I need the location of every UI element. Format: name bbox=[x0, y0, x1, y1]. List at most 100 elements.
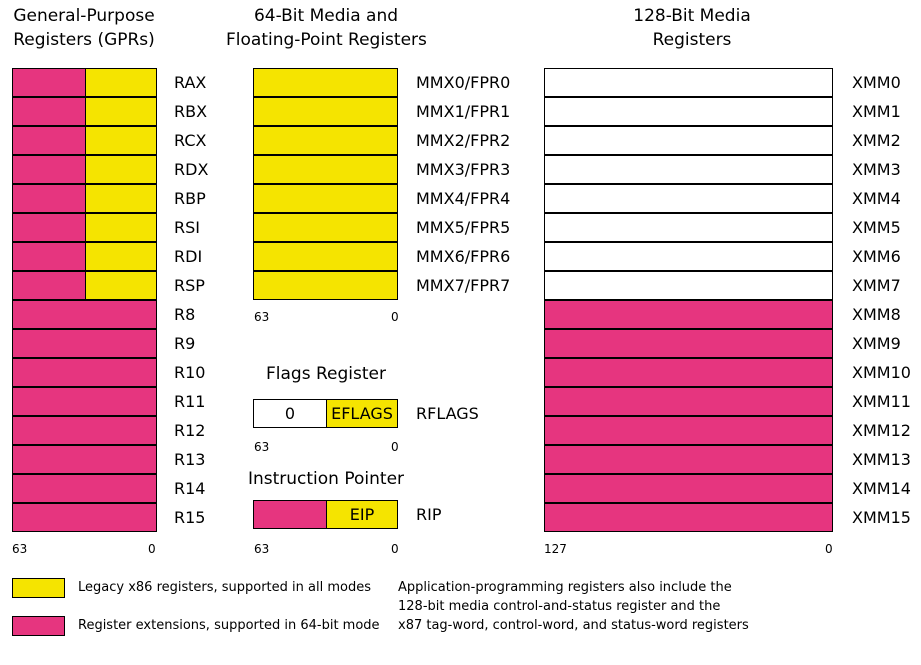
gpr-bit-low: 0 bbox=[148, 542, 156, 556]
xmm-bit-low: 0 bbox=[825, 542, 833, 556]
eip-lower-half: EIP bbox=[326, 501, 397, 528]
mmx-bit-high: 63 bbox=[254, 310, 270, 324]
rflags-register: 0 EFLAGS bbox=[253, 399, 398, 428]
xmm-row-1-upper bbox=[545, 98, 832, 125]
mmx-row-4 bbox=[253, 184, 398, 213]
xmm-row-14-upper bbox=[545, 475, 832, 502]
gpr-row-rbp-upper bbox=[13, 185, 85, 212]
gpr-row-r14 bbox=[12, 474, 157, 503]
gpr-row-rsi-lower bbox=[85, 214, 156, 241]
xmm-row-10 bbox=[544, 358, 833, 387]
legend-extension-text: Register extensions, supported in 64-bit… bbox=[78, 618, 380, 633]
xmm-label-12: XMM12 bbox=[852, 421, 911, 440]
rflags-upper-half: 0 bbox=[254, 400, 326, 427]
mmx-label-3: MMX3/FPR3 bbox=[416, 160, 511, 179]
gpr-label-r10: R10 bbox=[174, 363, 206, 382]
xmm-row-9-upper bbox=[545, 330, 832, 357]
gpr-label-rbx: RBX bbox=[174, 102, 208, 121]
mmx-bit-low: 0 bbox=[391, 310, 399, 324]
xmm-label-0: XMM0 bbox=[852, 73, 901, 92]
gpr-row-r9-upper bbox=[13, 330, 156, 357]
mmx-label-2: MMX2/FPR2 bbox=[416, 131, 511, 150]
mmx-row-1-upper bbox=[254, 98, 397, 125]
gpr-row-r14-upper bbox=[13, 475, 156, 502]
gpr-row-rcx-lower bbox=[85, 127, 156, 154]
gpr-row-rax-lower bbox=[85, 69, 156, 96]
ip-title: Instruction Pointer bbox=[247, 469, 405, 489]
gpr-label-rcx: RCX bbox=[174, 131, 207, 150]
gpr-label-rsi: RSI bbox=[174, 218, 200, 237]
gpr-label-r9: R9 bbox=[174, 334, 196, 353]
mmx-label-4: MMX4/FPR4 bbox=[416, 189, 511, 208]
xmm-label-10: XMM10 bbox=[852, 363, 911, 382]
gpr-label-r8: R8 bbox=[174, 305, 196, 324]
xmm-row-13 bbox=[544, 445, 833, 474]
xmm-label-14: XMM14 bbox=[852, 479, 911, 498]
rip-upper-half bbox=[254, 501, 326, 528]
gpr-label-r14: R14 bbox=[174, 479, 206, 498]
gpr-row-rdi-upper bbox=[13, 243, 85, 270]
mmx-row-3-upper bbox=[254, 156, 397, 183]
gpr-row-rdi-lower bbox=[85, 243, 156, 270]
mmx-row-2 bbox=[253, 126, 398, 155]
xmm-label-5: XMM5 bbox=[852, 218, 901, 237]
gpr-row-rdx bbox=[12, 155, 157, 184]
xmm-row-15 bbox=[544, 503, 833, 532]
legend-legacy-text: Legacy x86 registers, supported in all m… bbox=[78, 580, 371, 595]
xmm-row-5-upper bbox=[545, 214, 832, 241]
gpr-row-r12-upper bbox=[13, 417, 156, 444]
xmm-label-3: XMM3 bbox=[852, 160, 901, 179]
xmm-label-6: XMM6 bbox=[852, 247, 901, 266]
gpr-row-rsp bbox=[12, 271, 157, 300]
gpr-label-r12: R12 bbox=[174, 421, 206, 440]
xmm-row-10-upper bbox=[545, 359, 832, 386]
flags-title: Flags Register bbox=[266, 364, 386, 384]
gpr-row-r10-upper bbox=[13, 359, 156, 386]
xmm-row-6 bbox=[544, 242, 833, 271]
xmm-label-2: XMM2 bbox=[852, 131, 901, 150]
gpr-row-r11 bbox=[12, 387, 157, 416]
gpr-row-rdx-upper bbox=[13, 156, 85, 183]
xmm-row-12 bbox=[544, 416, 833, 445]
eflags-lower-half: EFLAGS bbox=[326, 400, 397, 427]
gpr-row-rcx bbox=[12, 126, 157, 155]
gpr-row-r15 bbox=[12, 503, 157, 532]
flags-bit-low: 0 bbox=[391, 440, 399, 454]
legend-extension-swatch bbox=[12, 616, 65, 636]
rip-register: EIP bbox=[253, 500, 398, 529]
gpr-label-rdx: RDX bbox=[174, 160, 209, 179]
gpr-row-rcx-upper bbox=[13, 127, 85, 154]
mmx-row-1 bbox=[253, 97, 398, 126]
xmm-row-15-upper bbox=[545, 504, 832, 531]
mmx-row-4-upper bbox=[254, 185, 397, 212]
gpr-row-rdi bbox=[12, 242, 157, 271]
gpr-label-rax: RAX bbox=[174, 73, 207, 92]
gpr-label-r11: R11 bbox=[174, 392, 206, 411]
xmm-row-5 bbox=[544, 213, 833, 242]
gpr-row-r15-upper bbox=[13, 504, 156, 531]
gpr-row-rbx-lower bbox=[85, 98, 156, 125]
mmx-label-7: MMX7/FPR7 bbox=[416, 276, 511, 295]
gpr-title-line2: Registers (GPRs) bbox=[13, 30, 155, 50]
xmm-label-11: XMM11 bbox=[852, 392, 911, 411]
xmm-title-line1: 128-Bit Media bbox=[633, 6, 751, 26]
mmx-row-2-upper bbox=[254, 127, 397, 154]
gpr-row-rbx bbox=[12, 97, 157, 126]
gpr-row-r8 bbox=[12, 300, 157, 329]
gpr-row-r13 bbox=[12, 445, 157, 474]
gpr-row-rbp bbox=[12, 184, 157, 213]
gpr-bit-high: 63 bbox=[12, 542, 28, 556]
gpr-label-rbp: RBP bbox=[174, 189, 206, 208]
note-line-1: Application-programming registers also i… bbox=[398, 580, 732, 595]
xmm-row-12-upper bbox=[545, 417, 832, 444]
legend-legacy-swatch bbox=[12, 578, 65, 598]
xmm-row-3-upper bbox=[545, 156, 832, 183]
gpr-row-r12 bbox=[12, 416, 157, 445]
xmm-bit-high: 127 bbox=[544, 542, 567, 556]
gpr-row-r8-upper bbox=[13, 301, 156, 328]
mmx-row-5 bbox=[253, 213, 398, 242]
gpr-title: General-Purpose Registers (GPRs) bbox=[12, 4, 156, 52]
mmx-row-6 bbox=[253, 242, 398, 271]
xmm-row-0-upper bbox=[545, 69, 832, 96]
note-line-3: x87 tag-word, control-word, and status-w… bbox=[398, 618, 749, 633]
